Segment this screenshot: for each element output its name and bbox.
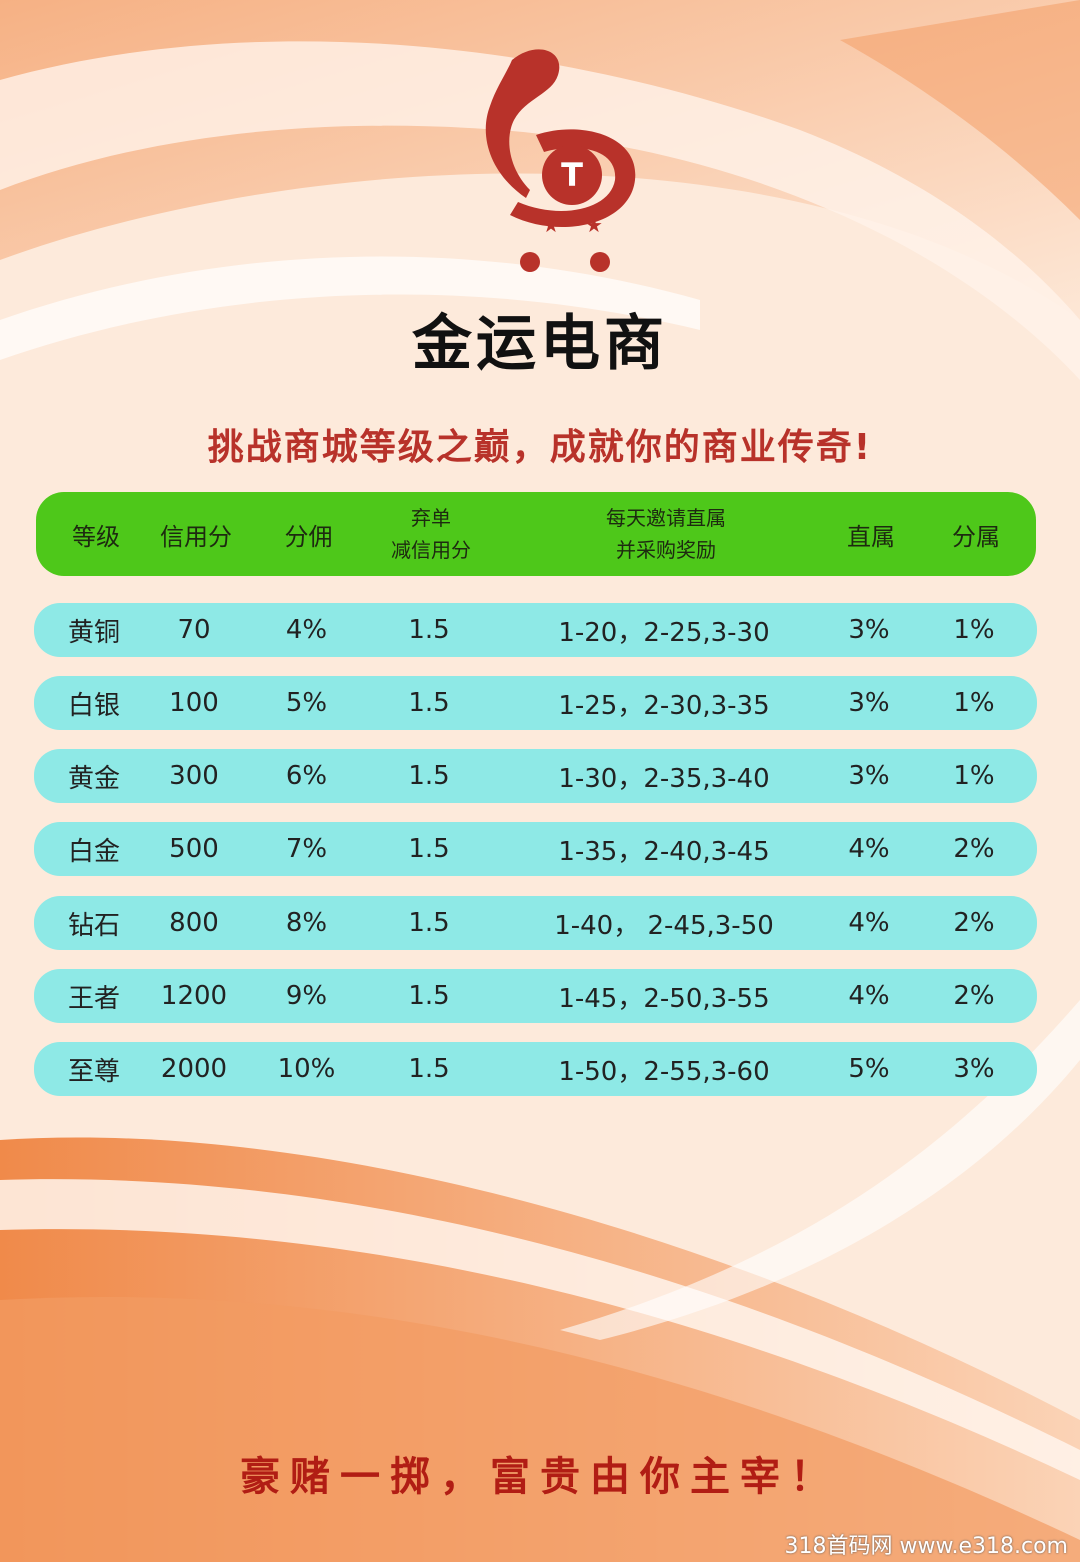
cell-direct: 4% [848,981,890,1011]
cell-sub: 1% [953,688,995,718]
cell-level: 钻石 [67,910,120,941]
table-row: 王者 1200 9% 1.5 1-45，2-50,3-55 4% 2% [34,969,1037,1023]
cell-sub: 3% [953,1054,995,1084]
svg-text:★: ★ [542,213,560,237]
cell-direct: 4% [848,834,890,864]
cell-direct: 3% [848,688,890,718]
cell-sub: 1% [953,615,995,645]
slogan: 挑战商城等级之巅，成就你的商业传奇! [207,427,873,468]
cell-commission: 7% [285,834,328,864]
watermark: 318首码网 www.e318.com [784,1534,1068,1559]
table-row: 黄金 300 6% 1.5 1-30，2-35,3-40 3% 1% [34,749,1037,803]
cell-level: 黄铜 [67,617,120,648]
cell-invite: 1-45，2-50,3-55 [558,983,770,1014]
header-direct: 直属 [847,522,895,551]
cell-abandon: 1.5 [408,615,450,645]
header-invite-line2: 并采购奖励 [616,538,716,562]
table-row: 白银 100 5% 1.5 1-25，2-30,3-35 3% 1% [34,676,1037,730]
cell-abandon: 1.5 [408,761,450,791]
table-row: 至尊 2000 10% 1.5 1-50，2-55,3-60 5% 3% [34,1042,1037,1096]
cell-commission: 6% [285,761,328,791]
header-invite-line1: 每天邀请直属 [606,506,726,530]
cell-credit: 100 [169,688,219,718]
cell-abandon: 1.5 [408,688,450,718]
cell-invite: 1-20，2-25,3-30 [558,617,770,648]
cell-invite: 1-30，2-35,3-40 [558,763,770,794]
table-row: 白金 500 7% 1.5 1-35，2-40,3-45 4% 2% [34,822,1037,876]
cell-direct: 5% [848,1054,890,1084]
cell-abandon: 1.5 [408,1054,450,1084]
table-row: 钻石 800 8% 1.5 1-40， 2-45,3-50 4% 2% [34,896,1037,950]
cell-sub: 2% [953,908,995,938]
cell-level: 白银 [67,690,120,721]
cell-credit: 300 [169,761,219,791]
header-abandon-line2: 减信用分 [391,538,471,562]
header-sub: 分属 [952,522,1000,551]
table-header: 等级 信用分 分佣 弃单 减信用分 每天邀请直属 并采购奖励 直属 分属 [36,492,1036,576]
cell-direct: 4% [848,908,890,938]
header-level: 等级 [72,522,120,551]
cell-direct: 3% [848,761,890,791]
cell-commission: 8% [285,908,328,938]
table-row: 黄铜 70 4% 1.5 1-20，2-25,3-30 3% 1% [34,603,1037,657]
cell-commission: 4% [285,615,328,645]
header-abandon: 弃单 减信用分 [361,492,501,576]
cell-commission: 5% [285,688,328,718]
svg-text:★: ★ [585,213,603,237]
cell-credit: 70 [177,615,211,645]
cell-credit: 2000 [160,1054,228,1084]
cell-level: 至尊 [67,1056,120,1087]
cell-abandon: 1.5 [408,981,450,1011]
cell-commission: 10% [277,1054,336,1084]
footer-slogan: 豪赌一掷，富贵由你主宰！ [240,1453,840,1500]
cell-credit: 500 [169,834,219,864]
cell-level: 王者 [67,983,120,1014]
header-commission: 分佣 [284,522,333,551]
cell-sub: 2% [953,981,995,1011]
cell-credit: 800 [169,908,219,938]
header-abandon-line1: 弃单 [411,506,451,530]
header-invite: 每天邀请直属 并采购奖励 [506,492,826,576]
brand-name: 金运电商 [412,309,668,379]
cell-credit: 1200 [160,981,228,1011]
cell-invite: 1-50，2-55,3-60 [558,1056,770,1087]
cell-direct: 3% [848,615,890,645]
cell-invite: 1-25，2-30,3-35 [558,690,770,721]
logo-letter: T [561,156,583,194]
cell-sub: 1% [953,761,995,791]
brand-logo: T ★ ★ [485,49,636,272]
cell-level: 黄金 [67,763,120,794]
cell-invite: 1-40， 2-45,3-50 [554,910,774,941]
cell-abandon: 1.5 [408,834,450,864]
cell-abandon: 1.5 [408,908,450,938]
cell-level: 白金 [67,836,120,867]
cell-invite: 1-35，2-40,3-45 [558,836,770,867]
cell-sub: 2% [953,834,995,864]
cell-commission: 9% [285,981,328,1011]
header-credit: 信用分 [160,522,232,551]
